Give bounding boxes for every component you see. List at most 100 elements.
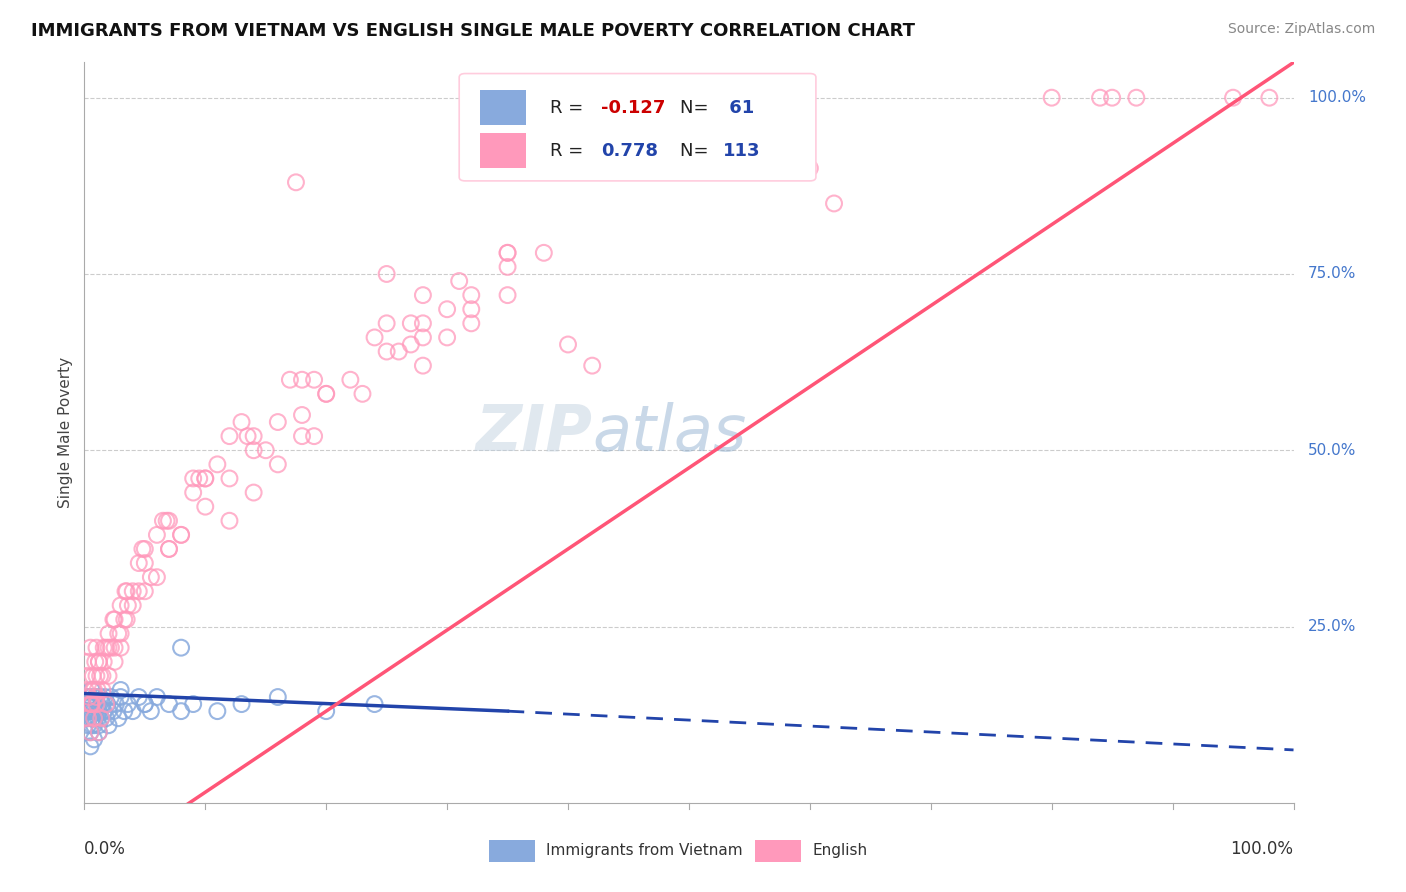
Point — [100, 640, 122, 655]
Text: N=: N= — [681, 142, 714, 160]
Point — [1088, 91, 1111, 105]
Point — [157, 541, 180, 556]
Text: 25.0%: 25.0% — [1308, 619, 1357, 634]
Text: Immigrants from Vietnam: Immigrants from Vietnam — [547, 844, 742, 858]
Text: 75.0%: 75.0% — [1308, 267, 1357, 282]
Text: 0.778: 0.778 — [600, 142, 658, 160]
Point — [90, 711, 112, 725]
Point — [80, 697, 103, 711]
Point — [82, 697, 104, 711]
Text: English: English — [813, 844, 868, 858]
Text: IMMIGRANTS FROM VIETNAM VS ENGLISH SINGLE MALE POVERTY CORRELATION CHART: IMMIGRANTS FROM VIETNAM VS ENGLISH SINGL… — [31, 22, 915, 40]
Point — [79, 704, 101, 718]
Point — [152, 514, 174, 528]
Point — [1222, 91, 1244, 105]
Point — [170, 528, 193, 542]
Point — [194, 500, 217, 514]
Point — [77, 655, 100, 669]
Point — [75, 704, 97, 718]
Point — [121, 584, 143, 599]
Point — [76, 711, 98, 725]
Point — [117, 697, 139, 711]
Point — [267, 458, 290, 472]
Point — [115, 584, 138, 599]
Point — [77, 704, 100, 718]
Point — [79, 725, 101, 739]
Point — [94, 697, 117, 711]
Text: 100.0%: 100.0% — [1230, 840, 1294, 858]
Point — [1125, 91, 1147, 105]
Point — [93, 655, 115, 669]
Point — [278, 373, 301, 387]
Point — [291, 408, 314, 422]
Point — [242, 443, 264, 458]
Point — [170, 528, 193, 542]
Point — [114, 584, 136, 599]
Point — [77, 711, 100, 725]
Point — [375, 316, 398, 330]
Point — [80, 697, 103, 711]
Point — [460, 316, 482, 330]
Point — [799, 161, 821, 176]
Point — [90, 711, 112, 725]
Point — [218, 471, 240, 485]
Point — [76, 669, 98, 683]
Point — [242, 429, 264, 443]
Point — [291, 373, 314, 387]
Point — [352, 387, 374, 401]
Point — [399, 337, 422, 351]
Point — [363, 697, 385, 711]
Point — [104, 697, 127, 711]
Point — [315, 387, 337, 401]
Point — [91, 697, 114, 711]
Point — [436, 302, 458, 317]
Point — [80, 683, 103, 698]
Point — [91, 683, 114, 698]
Point — [94, 711, 117, 725]
Point — [110, 626, 132, 640]
Point — [121, 599, 143, 613]
Point — [84, 690, 107, 704]
Point — [83, 718, 105, 732]
Point — [94, 640, 117, 655]
FancyBboxPatch shape — [479, 133, 526, 169]
Point — [107, 711, 129, 725]
Point — [82, 683, 104, 698]
Point — [110, 690, 132, 704]
Point — [139, 570, 162, 584]
Point — [134, 584, 156, 599]
Point — [86, 669, 108, 683]
Point — [86, 697, 108, 711]
Text: R =: R = — [550, 142, 589, 160]
Point — [291, 429, 314, 443]
Point — [496, 245, 519, 260]
Point — [112, 704, 135, 718]
Point — [86, 690, 108, 704]
Point — [157, 697, 180, 711]
Point — [77, 697, 100, 711]
Point — [315, 704, 337, 718]
Point — [496, 245, 519, 260]
Point — [1040, 91, 1063, 105]
Point — [80, 718, 103, 732]
Point — [91, 669, 114, 683]
Text: -0.127: -0.127 — [600, 99, 665, 117]
Point — [207, 704, 229, 718]
Point — [77, 718, 100, 732]
Point — [84, 711, 107, 725]
Point — [146, 690, 169, 704]
Point — [363, 330, 385, 344]
Point — [188, 471, 211, 485]
Point — [134, 556, 156, 570]
Point — [436, 330, 458, 344]
Point — [388, 344, 411, 359]
Point — [87, 725, 110, 739]
Point — [1101, 91, 1123, 105]
Point — [83, 711, 105, 725]
Y-axis label: Single Male Poverty: Single Male Poverty — [58, 357, 73, 508]
FancyBboxPatch shape — [755, 840, 801, 862]
Point — [146, 570, 169, 584]
Point — [412, 288, 434, 302]
Point — [412, 330, 434, 344]
Point — [104, 655, 127, 669]
